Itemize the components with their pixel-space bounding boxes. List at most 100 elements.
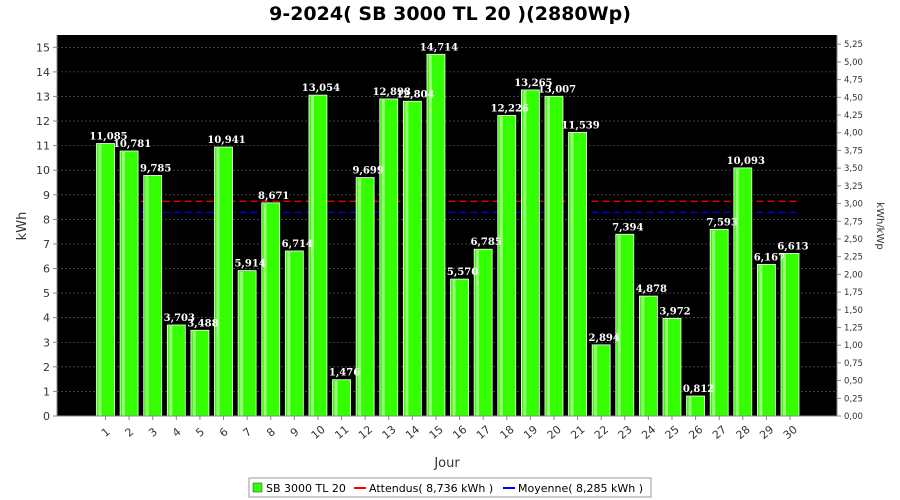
data-label: 13,054 bbox=[302, 83, 340, 94]
bar-highlight bbox=[759, 265, 763, 416]
x-tick-label: 28 bbox=[734, 423, 753, 442]
bar-highlight bbox=[594, 345, 598, 416]
y-tick-label: 10 bbox=[36, 164, 50, 177]
y-tick-label: 0 bbox=[43, 410, 50, 423]
data-label: 9,699 bbox=[352, 166, 383, 177]
data-label: 6,714 bbox=[282, 239, 313, 250]
data-label: 14,714 bbox=[420, 42, 458, 53]
x-axis-label: Jour bbox=[433, 456, 460, 471]
y-right-tick-label: 5,00 bbox=[844, 58, 863, 68]
bar-highlight bbox=[570, 133, 574, 416]
x-tick-label: 3 bbox=[146, 425, 160, 439]
data-label: 6,785 bbox=[470, 237, 501, 248]
y-right-tick-label: 2,75 bbox=[844, 217, 863, 227]
data-label: 0,812 bbox=[683, 384, 714, 395]
bar-highlight bbox=[310, 96, 314, 416]
data-label: 6,167 bbox=[754, 252, 785, 263]
y-tick-label: 13 bbox=[36, 90, 50, 103]
x-tick-label: 7 bbox=[241, 425, 255, 439]
x-tick-label: 29 bbox=[757, 423, 776, 442]
y-right-tick-label: 3,75 bbox=[844, 146, 863, 156]
plot-area bbox=[57, 35, 837, 416]
bar-highlight bbox=[617, 235, 621, 416]
legend-box bbox=[248, 477, 652, 498]
data-label: 10,781 bbox=[113, 139, 151, 150]
bar-highlight bbox=[664, 319, 668, 416]
y-right-tick-label: 4,00 bbox=[844, 129, 863, 139]
x-tick-label: 24 bbox=[639, 423, 658, 442]
y-axis-right-ticks: 0,00 0,25 0,50 0,75 1,00 1,25 1,50 1,75 2,00 2,25… bbox=[837, 40, 863, 422]
y-tick-label: 14 bbox=[36, 66, 50, 79]
bar-highlight bbox=[641, 297, 645, 416]
y-tick-label: 15 bbox=[36, 41, 50, 54]
data-label: 8,671 bbox=[258, 191, 289, 202]
x-tick-label: 16 bbox=[450, 423, 469, 442]
y-tick-label: 1 bbox=[43, 385, 50, 398]
legend-label-expected: Attendus( 8,736 kWh ) bbox=[369, 482, 493, 495]
bar-highlight bbox=[122, 151, 126, 416]
bar-highlight bbox=[452, 280, 456, 416]
x-tick-label: 21 bbox=[568, 423, 587, 442]
data-label: 13,265 bbox=[514, 78, 552, 89]
bars bbox=[96, 53, 800, 417]
x-tick-label: 9 bbox=[288, 425, 302, 439]
y-right-tick-label: 1,50 bbox=[844, 306, 863, 316]
bar-highlight bbox=[688, 397, 692, 416]
bar-highlight bbox=[263, 203, 267, 416]
bar-highlight bbox=[428, 55, 432, 417]
bar-highlight bbox=[240, 271, 244, 416]
reference-lines bbox=[96, 200, 799, 213]
y-tick-label: 8 bbox=[43, 213, 50, 226]
legend: SB 3000 TL 20 Attendus( 8,736 kWh ) Moye… bbox=[248, 477, 652, 498]
y-right-tick-label: 1,00 bbox=[844, 341, 863, 351]
bar-highlight bbox=[546, 97, 550, 417]
y-tick-label: 9 bbox=[43, 189, 50, 202]
y-tick-label: 4 bbox=[43, 312, 50, 325]
y-right-tick-label: 0,50 bbox=[844, 377, 863, 387]
y-right-tick-label: 2,50 bbox=[844, 235, 863, 245]
data-label: 7,593 bbox=[707, 217, 738, 228]
data-label: 1,476 bbox=[329, 368, 360, 379]
y-right-tick-label: 3,50 bbox=[844, 164, 863, 174]
x-tick-label: 27 bbox=[710, 423, 729, 442]
x-tick-label: 4 bbox=[170, 425, 184, 439]
bar-highlight bbox=[145, 176, 149, 416]
x-tick-label: 11 bbox=[332, 423, 351, 442]
bar-highlight bbox=[98, 144, 102, 416]
data-label: 3,972 bbox=[659, 306, 690, 317]
data-label: 2,894 bbox=[589, 333, 620, 344]
x-tick-label: 6 bbox=[217, 425, 231, 439]
x-tick-label: 20 bbox=[545, 423, 564, 442]
y-tick-label: 3 bbox=[43, 336, 50, 349]
x-tick-label: 10 bbox=[309, 423, 328, 442]
data-label: 9,785 bbox=[140, 163, 171, 174]
y-right-tick-label: 4,75 bbox=[844, 76, 863, 86]
legend-label-average: Moyenne( 8,285 kWh ) bbox=[518, 482, 643, 495]
x-axis-ticks: 1 2 3 4 5 6 7 8 9 10 11 12 13 14 15 16 17 18 19 20 21 22 23 24 2… bbox=[99, 416, 800, 442]
x-tick-label: 2 bbox=[123, 425, 137, 439]
x-tick-label: 22 bbox=[592, 423, 611, 442]
y-axis-right-label: kWh/kWp bbox=[874, 202, 885, 249]
chart-title: 9-2024( SB 3000 TL 20 )(2880Wp) bbox=[269, 3, 631, 25]
bar-highlight bbox=[476, 250, 480, 416]
x-tick-label: 15 bbox=[427, 423, 446, 442]
bar-highlight bbox=[169, 325, 173, 416]
y-right-tick-label: 3,00 bbox=[844, 200, 863, 210]
y-right-tick-label: 2,25 bbox=[844, 253, 863, 263]
x-tick-label: 30 bbox=[781, 423, 800, 442]
y-right-tick-label: 1,25 bbox=[844, 323, 863, 333]
bar-highlight bbox=[287, 251, 291, 416]
bar-highlight bbox=[381, 99, 385, 417]
bar-highlight bbox=[712, 230, 716, 416]
x-tick-label: 1 bbox=[99, 425, 113, 439]
data-label: 10,093 bbox=[727, 156, 765, 167]
y-right-tick-label: 5,25 bbox=[844, 40, 863, 50]
y-tick-label: 6 bbox=[43, 263, 50, 276]
bar-highlight bbox=[499, 116, 503, 416]
gridlines bbox=[57, 46, 837, 392]
x-tick-label: 5 bbox=[193, 425, 207, 439]
data-label: 6,613 bbox=[777, 241, 808, 252]
y-tick-label: 5 bbox=[43, 287, 50, 300]
